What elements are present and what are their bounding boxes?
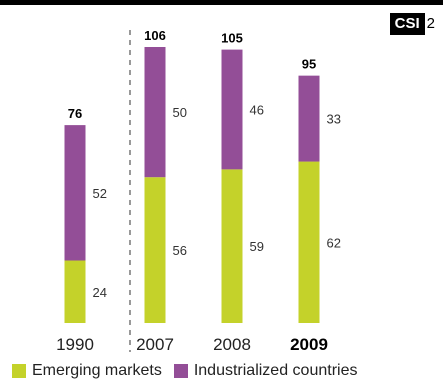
bar-emerging-2009: [298, 161, 320, 323]
badge-number: 2: [426, 15, 435, 32]
value-label-industrialized-1990: 52: [93, 186, 107, 201]
category-label-2007: 2007: [136, 335, 174, 354]
total-label-1990: 76: [68, 106, 82, 121]
legend-item-emerging: Emerging markets: [12, 362, 162, 380]
value-label-emerging-2009: 62: [327, 235, 341, 250]
category-label-2008: 2008: [213, 335, 251, 354]
badge-tag: CSI: [389, 13, 425, 35]
legend-item-industrialized: Industrialized countries: [173, 362, 358, 380]
total-label-2007: 106: [144, 28, 166, 43]
category-label-2009: 2009: [290, 335, 328, 354]
value-label-industrialized-2009: 33: [327, 112, 341, 127]
total-label-2008: 105: [221, 31, 243, 46]
value-label-emerging-2008: 59: [250, 239, 264, 254]
value-label-industrialized-2008: 46: [250, 102, 264, 117]
legend-swatch-emerging: [12, 364, 26, 378]
value-label-industrialized-2007: 50: [173, 105, 187, 120]
bar-industrialized-2008: [221, 49, 243, 170]
bar-emerging-2008: [221, 169, 243, 323]
bar-emerging-2007: [144, 177, 166, 323]
bar-industrialized-1990: [64, 125, 86, 261]
figure-badge: CSI 2: [389, 13, 435, 35]
category-label-1990: 1990: [56, 335, 94, 354]
value-label-emerging-2007: 56: [173, 243, 187, 258]
legend-label-emerging: Emerging markets: [32, 362, 162, 379]
bar-emerging-1990: [64, 260, 86, 323]
total-label-2009: 95: [302, 57, 316, 72]
top-rule: [0, 0, 443, 5]
value-label-emerging-1990: 24: [93, 285, 107, 300]
bar-industrialized-2007: [144, 47, 166, 178]
bar-industrialized-2009: [298, 75, 320, 162]
legend-swatch-industrialized: [173, 364, 188, 378]
legend: Emerging markets Industrialized countrie…: [12, 361, 369, 381]
legend-label-industrialized: Industrialized countries: [193, 362, 358, 379]
